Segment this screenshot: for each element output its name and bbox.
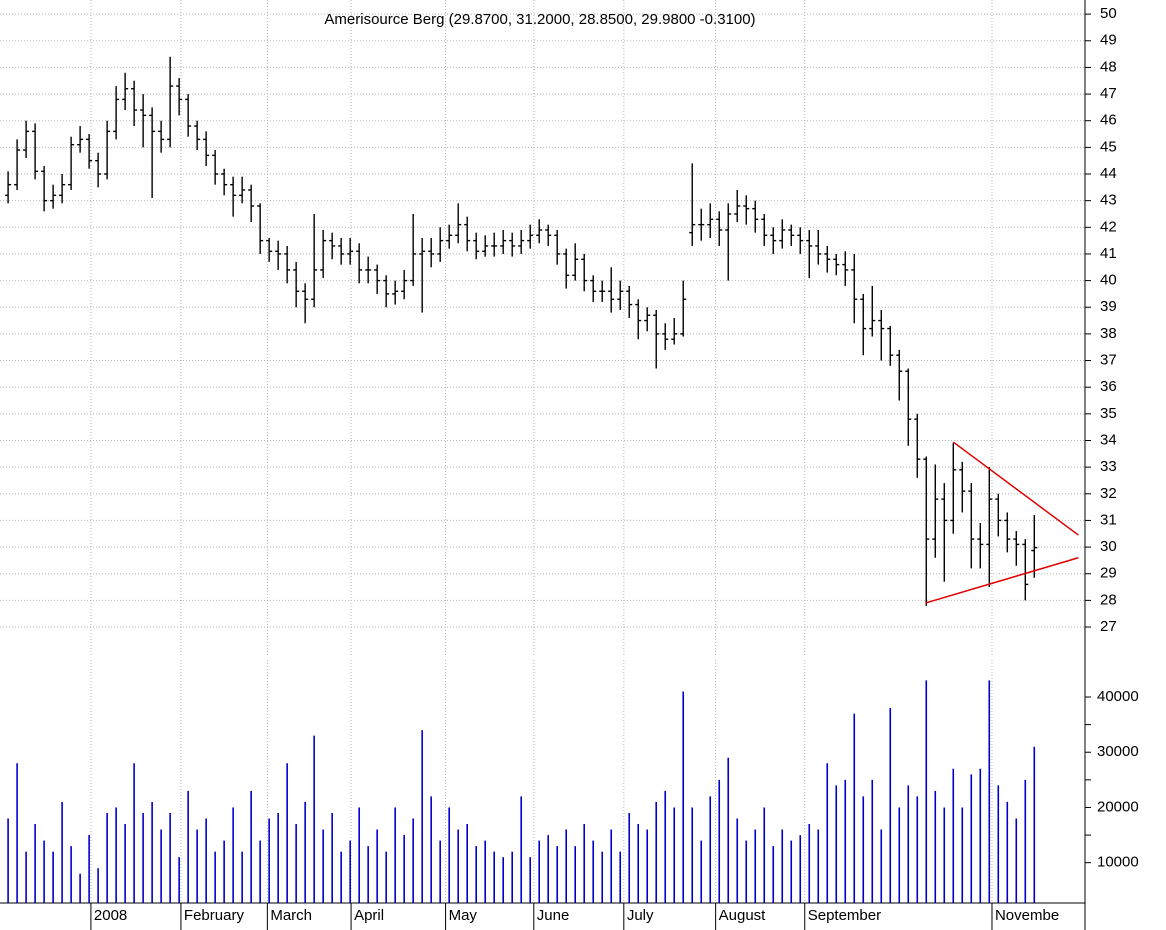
- y-tick-label: 35: [1100, 405, 1117, 422]
- y-tick-label: 31: [1100, 511, 1117, 528]
- x-tick-label: Novembe: [995, 907, 1059, 924]
- y-tick-label: 38: [1100, 325, 1117, 342]
- y-tick-label: 29: [1100, 565, 1117, 582]
- y-tick-label: 50: [1100, 5, 1117, 22]
- y-tick-label: 10000: [1097, 854, 1139, 871]
- x-tick-label: August: [719, 907, 767, 924]
- y-tick-label: 47: [1100, 85, 1117, 102]
- y-tick-label: 20000: [1097, 798, 1139, 815]
- trend-line: [952, 441, 1079, 536]
- y-tick-label: 33: [1100, 458, 1117, 475]
- y-tick-label: 44: [1100, 165, 1117, 182]
- x-tick-label: March: [270, 907, 312, 924]
- y-tick-label: 48: [1100, 58, 1117, 75]
- y-tick-label: 32: [1100, 485, 1117, 502]
- marks: [5, 56, 1079, 903]
- trend-line: [925, 557, 1079, 604]
- y-tick-label: 43: [1100, 192, 1117, 209]
- y-tick-label: 45: [1100, 138, 1117, 155]
- x-tick-label: September: [808, 907, 881, 924]
- y-tick-label: 49: [1100, 32, 1117, 49]
- x-tick-label: April: [354, 907, 384, 924]
- grid: [0, 0, 1085, 903]
- x-tick-label: May: [449, 907, 478, 924]
- y-tick-label: 40000: [1097, 688, 1139, 705]
- chart-title: Amerisource Berg (29.8700, 31.2000, 28.8…: [324, 11, 755, 28]
- y-tick-label: 39: [1100, 298, 1117, 315]
- y-tick-label: 41: [1100, 245, 1117, 262]
- x-tick-label: 2008: [94, 907, 127, 924]
- x-tick-label: February: [184, 907, 245, 924]
- y-tick-label: 36: [1100, 378, 1117, 395]
- y-tick-label: 42: [1100, 218, 1117, 235]
- y-tick-label: 46: [1100, 112, 1117, 129]
- y-tick-label: 30: [1100, 538, 1117, 555]
- y-tick-label: 34: [1100, 431, 1117, 448]
- x-tick-label: June: [537, 907, 570, 924]
- y-tick-label: 28: [1100, 591, 1117, 608]
- y-tick-label: 40: [1100, 272, 1117, 289]
- y-tick-label: 37: [1100, 352, 1117, 369]
- y-tick-label: 30000: [1097, 743, 1139, 760]
- x-tick-label: July: [627, 907, 654, 924]
- y-tick-label: 27: [1100, 618, 1117, 635]
